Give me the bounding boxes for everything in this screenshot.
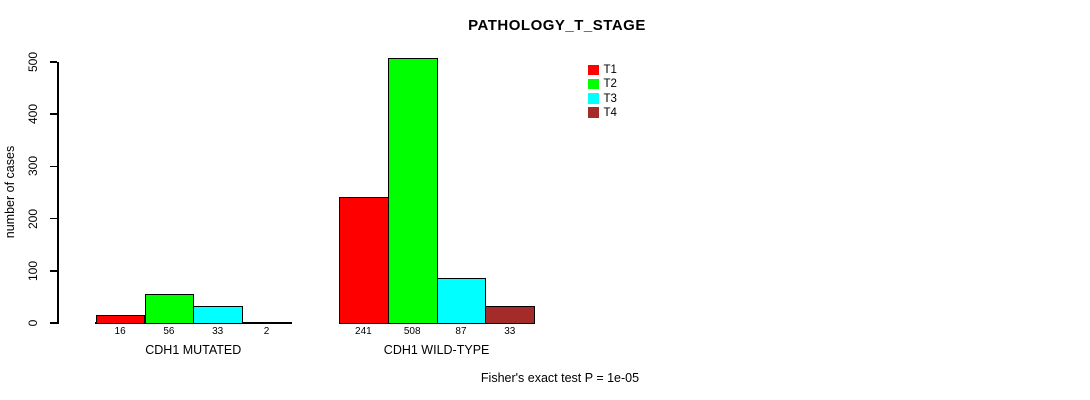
y-tick [49,270,57,272]
y-tick [49,217,57,220]
bar-t4-group2 [485,305,536,324]
bar-value-label: 2 [263,326,270,337]
y-tick-label: 400 [26,104,40,125]
bar-t1-group1 [95,314,146,324]
legend-label-t1: T1 [603,64,617,76]
bar-t3-group1 [193,305,244,324]
chart-title: PATHOLOGY_T_STAGE [468,17,646,34]
y-tick [49,322,57,324]
legend-label-t3: T3 [603,92,617,105]
y-tick [49,165,57,168]
x-group-label: CDH1 WILD-TYPE [383,343,490,357]
bar-t2-group2 [387,57,438,324]
y-axis-line [57,62,59,324]
fisher-test-annotation: Fisher's exact test P = 1e-05 [480,371,640,385]
bar-t2-group1 [144,293,195,324]
y-tick-label: 500 [26,51,40,73]
legend-swatch-t4 [588,107,599,118]
y-tick-label: 100 [26,260,40,281]
bar-value-label: 87 [455,326,467,337]
bar-value-label: 241 [355,326,372,337]
bar-value-label: 33 [212,326,224,337]
bar-value-label: 33 [504,326,516,337]
y-tick-label: 0 [26,319,40,327]
legend-swatch-t3 [588,93,599,104]
y-tick [49,61,57,63]
x-group-label: CDH1 MUTATED [145,343,242,357]
bar-t4-group1 [242,321,292,324]
bar-value-label: 16 [114,326,126,337]
y-tick-label: 300 [26,156,40,177]
y-tick-label: 200 [26,208,40,229]
legend-label-t4: T4 [603,106,617,119]
bar-value-label: 56 [163,326,175,337]
legend-label-t2: T2 [603,78,617,91]
bar-value-label: 508 [403,326,421,337]
y-tick [49,113,57,115]
legend-swatch-t1 [588,64,599,75]
bar-t1-group2 [339,197,389,324]
bar-t3-group2 [436,277,487,324]
legend-swatch-t2 [588,78,599,90]
